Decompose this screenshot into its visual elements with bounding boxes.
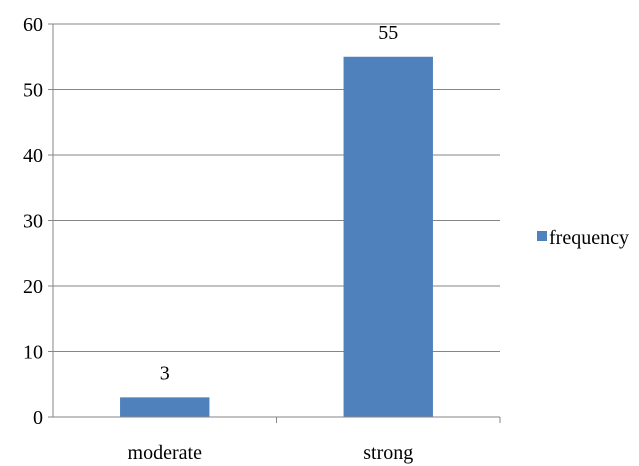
gridlines [53,23,500,352]
legend: frequency [537,227,629,249]
y-axis-ticks: 0 10 20 30 40 50 60 [23,14,53,429]
data-label-moderate: 3 [160,362,170,384]
bars [120,56,433,417]
bar-strong [343,56,433,417]
legend-label-frequency: frequency [549,227,629,249]
y-tick-label: 50 [23,80,43,102]
data-label-strong: 55 [378,22,398,44]
x-axis-labels: moderate strong [128,417,501,464]
y-tick-label: 30 [23,211,43,233]
y-tick-label: 20 [23,276,43,298]
y-tick-label: 10 [23,342,43,364]
bar-moderate [120,397,210,417]
y-tick-label: 40 [23,145,43,167]
legend-swatch-frequency [537,231,547,241]
x-tick-label-strong: strong [363,442,413,464]
data-labels: 3 55 [160,22,399,385]
y-tick-label: 60 [23,14,43,36]
y-tick-label: 0 [33,407,43,429]
x-tick-label-moderate: moderate [128,442,203,464]
